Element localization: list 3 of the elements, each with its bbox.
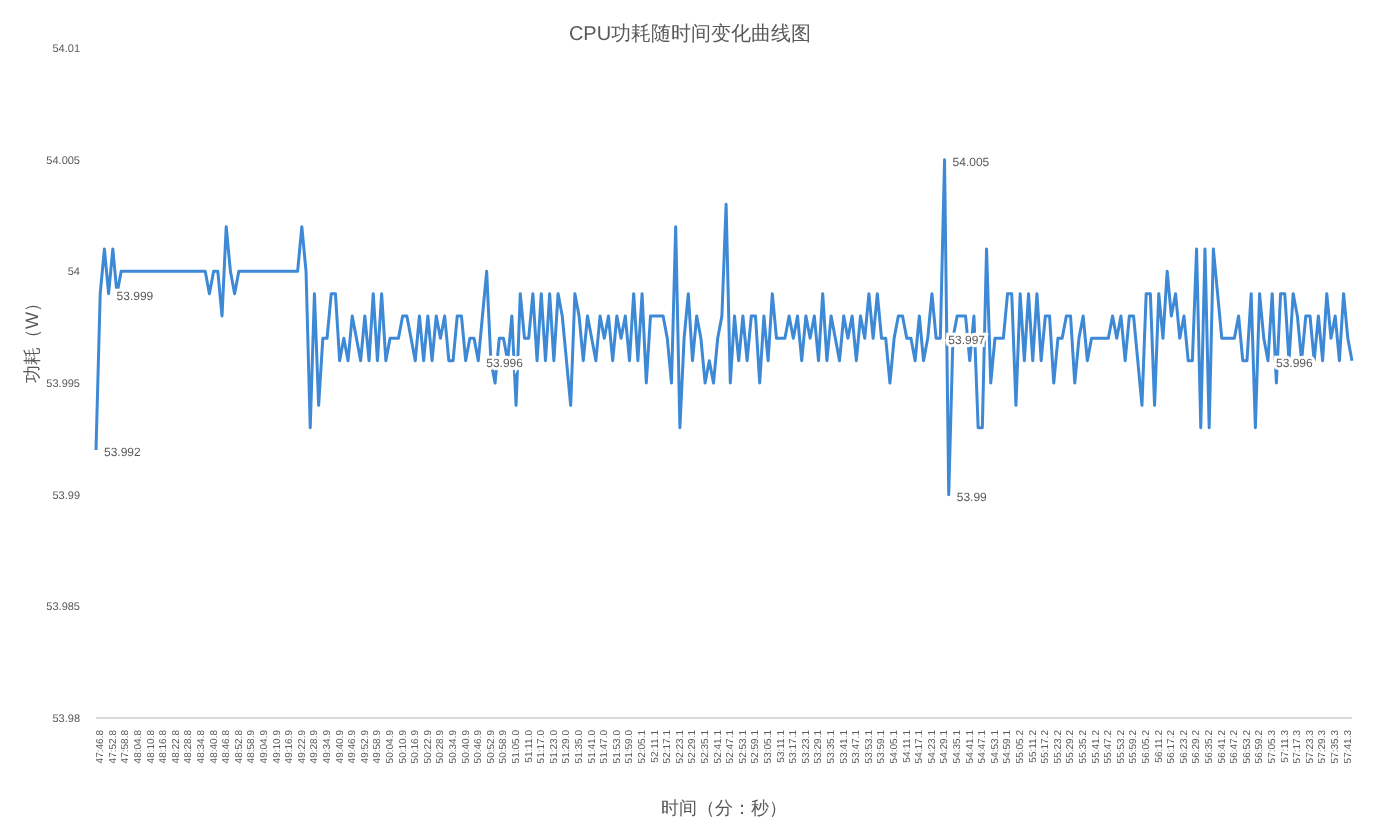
x-axis-title: 时间（分：秒） — [661, 798, 787, 818]
y-axis-title: 功耗（W） — [22, 294, 43, 383]
chart-title: CPU功耗随时间变化曲线图 — [568, 24, 812, 46]
